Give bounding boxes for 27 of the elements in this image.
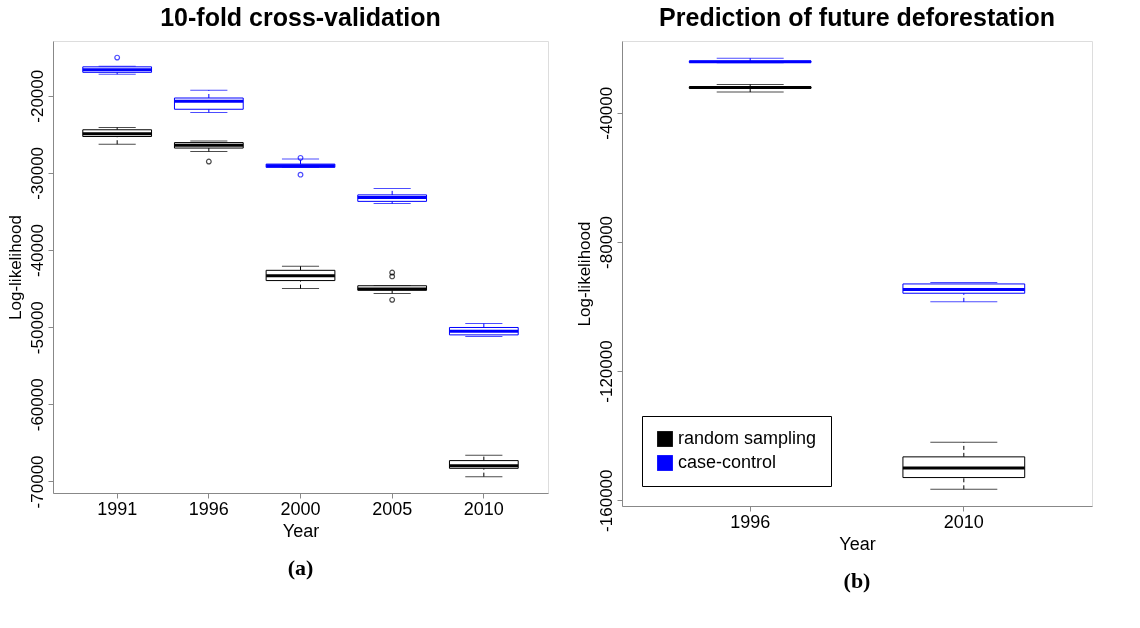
x-tick-label: 1991	[97, 498, 138, 519]
y-axis-title: Log-likelihood	[574, 221, 594, 327]
y-tick-label: -50000	[27, 301, 47, 355]
y-tick-label: -120000	[596, 340, 616, 403]
y-tick-label: -30000	[27, 146, 47, 200]
x-tick-label: 2010	[463, 498, 504, 519]
y-tick-label: -20000	[27, 69, 47, 123]
y-tick-label: -40000	[596, 86, 616, 140]
y-tick-label: -60000	[27, 378, 47, 432]
y-tick-label: -80000	[596, 215, 616, 269]
y-tick-label: -40000	[27, 224, 47, 277]
text: (b)	[843, 568, 871, 593]
x-axis-title: Year	[839, 533, 876, 554]
text: (a)	[287, 555, 314, 580]
x-tick-label: 2010	[943, 511, 984, 532]
x-tick-label: 1996	[730, 511, 771, 532]
chart-title: 10-fold cross-validation	[160, 3, 441, 31]
x-tick-label: 1996	[188, 498, 229, 519]
y-tick-label: -70000	[27, 455, 47, 509]
chart-title: Prediction of future deforestation	[659, 3, 1055, 31]
y-tick-label: -160000	[596, 469, 616, 532]
legend-label: case-control	[678, 452, 777, 472]
x-axis-title: Year	[282, 520, 320, 541]
x-tick-label: 2000	[280, 498, 321, 519]
y-axis-title: Log-likelihood	[5, 215, 25, 320]
x-tick-label: 2005	[372, 498, 413, 519]
legend-label: random sampling	[678, 428, 817, 448]
